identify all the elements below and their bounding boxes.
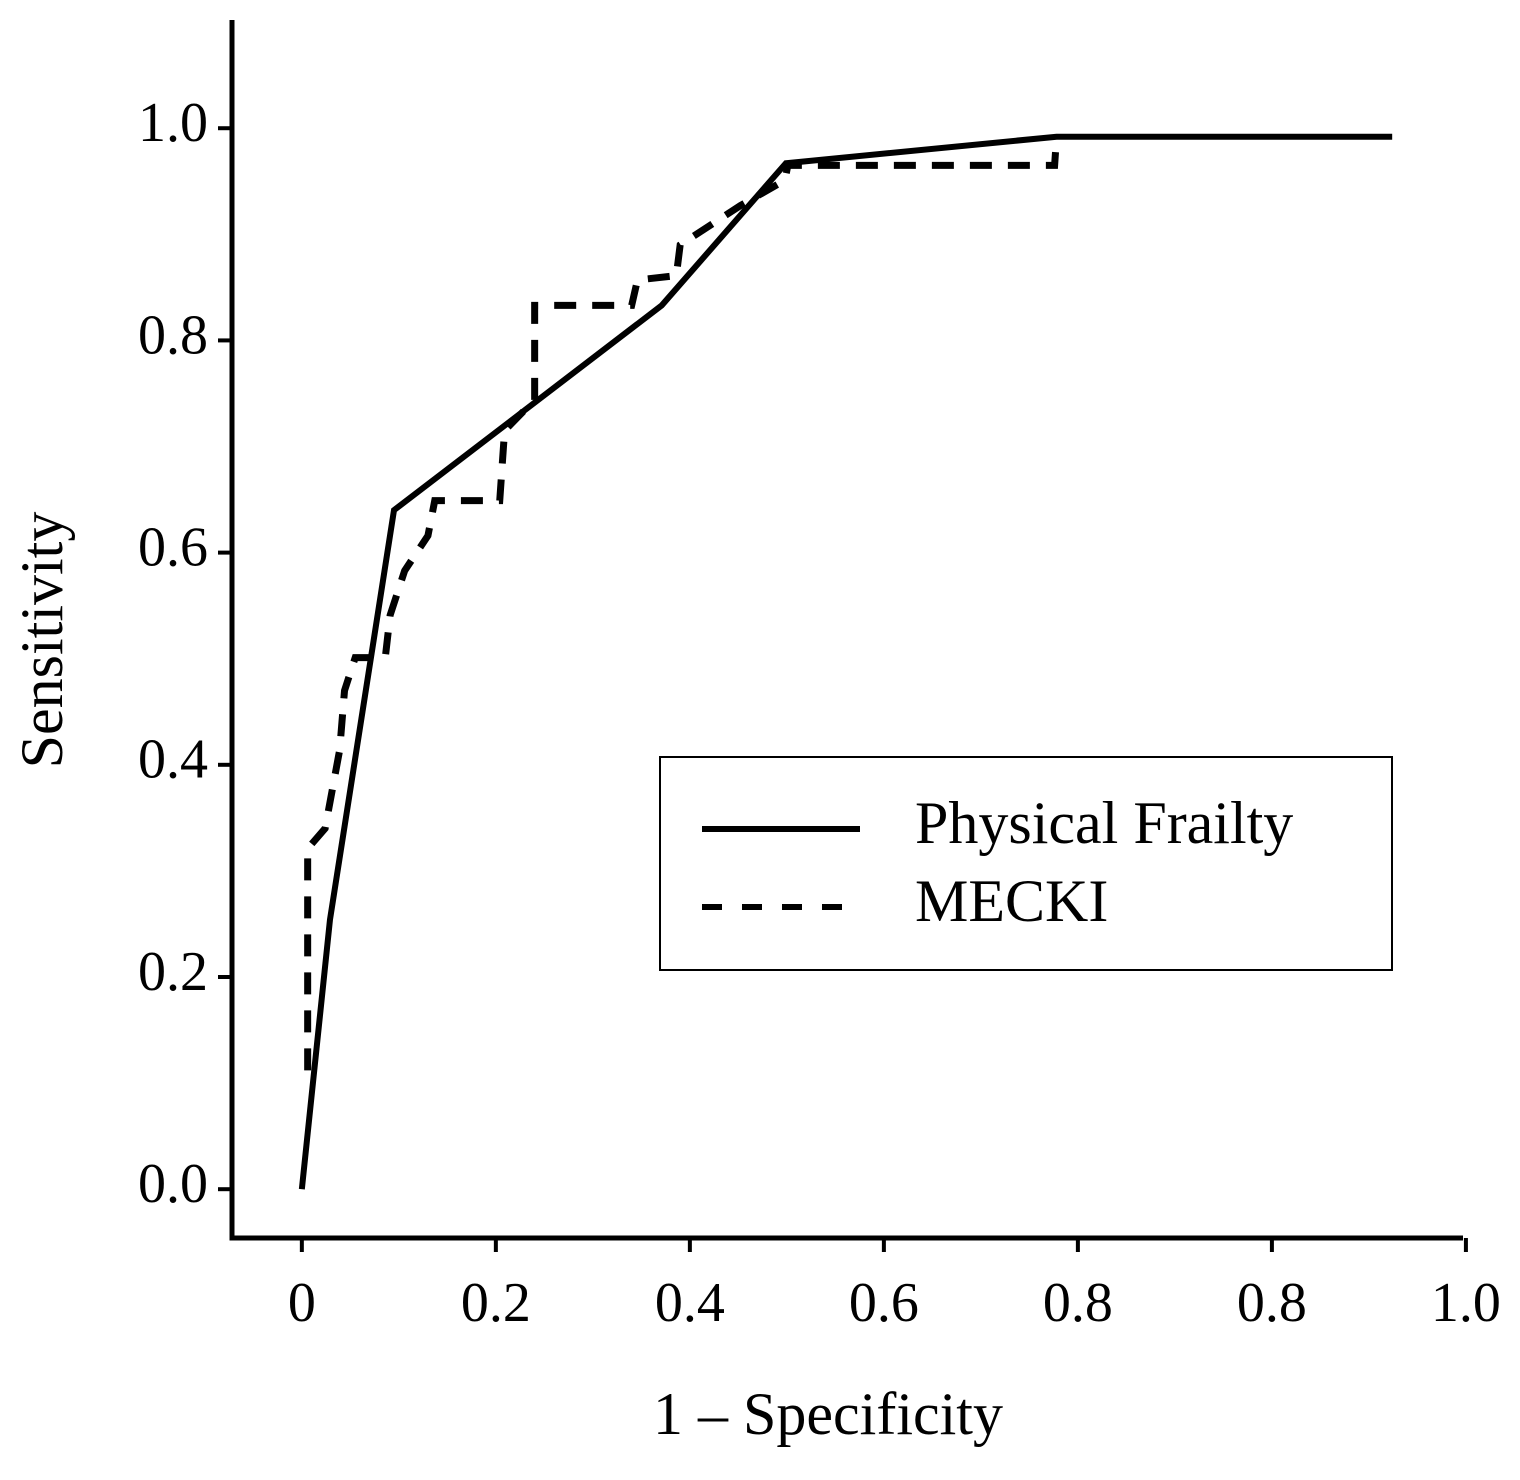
y-tick-label: 1.0: [138, 92, 208, 154]
x-tick-label: 0.4: [655, 1272, 725, 1334]
x-axis-label: 1 – Specificity: [653, 1381, 1003, 1447]
y-tick-label: 0.4: [138, 729, 208, 791]
x-tick-label: 0.8: [1237, 1272, 1307, 1334]
x-tick-label: 0.2: [461, 1272, 531, 1334]
x-tick-label: 0: [288, 1272, 316, 1334]
y-tick-label: 0.8: [138, 304, 208, 366]
x-tick-label: 0.8: [1043, 1272, 1113, 1334]
y-tick-label: 0.2: [138, 941, 208, 1003]
line-series: [298, 133, 1393, 1190]
y-tick-label: 0.0: [138, 1153, 208, 1215]
y-axis-label: Sensitivity: [9, 512, 75, 769]
legend-box: [659, 756, 1393, 971]
x-tick-label: 1.0: [1431, 1272, 1501, 1334]
legend-label: Physical Frailty: [915, 790, 1293, 856]
legend-label: MECKI: [915, 868, 1108, 934]
y-tick-label: 0.6: [138, 516, 208, 578]
x-tick-label: 0.6: [849, 1272, 919, 1334]
